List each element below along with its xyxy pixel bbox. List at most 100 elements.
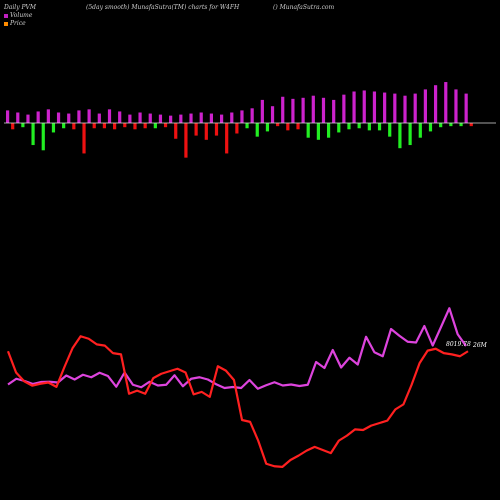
pvm-bar [413, 93, 417, 123]
pvm-bar [153, 123, 157, 129]
legend-volume-swatch [4, 13, 8, 18]
pvm-bar [118, 111, 122, 123]
pvm-bar [469, 123, 473, 127]
pvm-bar [423, 89, 427, 123]
pvm-bar [316, 123, 320, 140]
pvm-bar [464, 93, 468, 123]
pvm-bar [311, 95, 315, 123]
pvm-bar [393, 93, 397, 123]
pvm-bar [26, 114, 30, 123]
price-volume-lines [6, 307, 469, 468]
pvm-bar [286, 123, 290, 131]
pvm-bar [347, 123, 351, 130]
pvm-bar [189, 113, 193, 123]
pvm-bar [250, 108, 254, 123]
price-line [6, 335, 469, 468]
pvm-bar [433, 85, 438, 123]
pvm-bar [276, 123, 280, 127]
pvm-bar [77, 110, 81, 123]
pvm-bar [265, 123, 270, 132]
pvm-bar [128, 114, 132, 123]
pvm-bar [16, 112, 20, 123]
pvm-bar [367, 123, 371, 131]
pvm-bar [352, 91, 356, 123]
pvm-bar [291, 98, 295, 123]
pvm-bar [454, 89, 458, 123]
pvm-bar [408, 123, 412, 146]
pvm-bar [158, 114, 163, 123]
pvm-bar [230, 112, 234, 123]
pvm-bar [174, 123, 178, 139]
pvm-bar [41, 123, 45, 151]
pvm-bar [102, 123, 107, 129]
pvm-bar [97, 113, 101, 123]
pvm-bar [51, 123, 56, 133]
pvm-bar [214, 123, 219, 136]
pvm-bar [82, 123, 86, 154]
header-chart-title: (5day smooth) MunafaSutra(TM) charts for… [86, 4, 240, 11]
pvm-bar [418, 123, 422, 138]
pvm-bar [240, 110, 244, 123]
pvm-bar [449, 123, 453, 127]
pvm-bar [6, 110, 10, 123]
pvm-bar [301, 97, 305, 123]
pvm-bar [21, 123, 25, 128]
pvm-bar [36, 111, 40, 123]
pvm-bar [184, 123, 188, 158]
pvm-bars [6, 82, 473, 158]
header-left-title: Daily PVM [4, 4, 37, 11]
pvm-bar [138, 112, 142, 123]
pvm-bar [260, 99, 264, 123]
price-end-label: 8019.78 [446, 341, 471, 349]
pvm-bar [92, 123, 96, 129]
pvm-bar [255, 123, 259, 137]
pvm-bar [383, 92, 387, 123]
pvm-bar [72, 123, 76, 130]
pvm-bar [199, 112, 203, 123]
pvm-bar [11, 123, 15, 130]
pvm-bar [31, 123, 35, 146]
pvm-bar [398, 123, 402, 149]
pvm-bar [194, 123, 198, 136]
pvm-bar [62, 123, 66, 129]
pvm-bar [337, 123, 341, 133]
pvm-bar [342, 94, 346, 123]
pvm-bar [281, 96, 285, 123]
pvm-bar [163, 123, 168, 128]
pvm-bar [306, 123, 310, 138]
pvm-bar [362, 90, 366, 123]
pvm-bar [270, 106, 275, 123]
pvm-bar [56, 112, 61, 123]
pvm-bar [372, 91, 377, 123]
pvm-bar [245, 123, 249, 129]
legend-volume-label: Volume [10, 12, 33, 19]
pvm-bar [321, 97, 326, 123]
legend-price: Price [4, 20, 26, 27]
pvm-bar [209, 113, 213, 123]
pvm-bar [403, 95, 407, 123]
pvm-bar [388, 123, 392, 137]
pvm-bar [107, 109, 112, 123]
pvm-bar [235, 123, 239, 134]
pvm-bar [326, 123, 331, 138]
volume-line [7, 307, 467, 390]
pvm-bar [225, 123, 229, 154]
pvm-bar [357, 123, 361, 129]
pvm-bar [87, 109, 91, 123]
legend-volume: Volume [4, 12, 32, 19]
pvm-bar [123, 123, 127, 128]
pvm-bar [143, 123, 147, 129]
legend-price-label: Price [10, 20, 26, 27]
pvm-bar [67, 113, 71, 123]
pvm-bar [148, 113, 152, 123]
pvm-bar [179, 114, 183, 123]
pvm-bar [444, 82, 448, 123]
volume-end-label: 26M [473, 342, 487, 349]
pvm-bar [169, 115, 173, 123]
pvm-bar [204, 123, 208, 140]
pvm-bar [377, 123, 382, 131]
pvm-bar [112, 123, 117, 130]
pvm-bar [296, 123, 300, 130]
